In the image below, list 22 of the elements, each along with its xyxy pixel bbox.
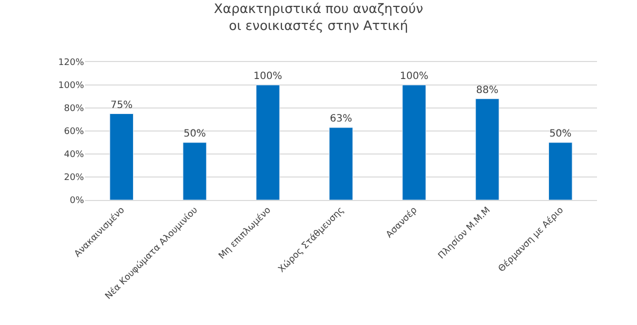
- y-tick-label: 40%: [64, 150, 84, 160]
- bar: [329, 127, 353, 200]
- data-label: 100%: [254, 71, 282, 82]
- y-tick-label: 120%: [58, 58, 84, 68]
- data-label: 50%: [184, 128, 206, 140]
- bar: [475, 98, 500, 200]
- chart-title: Χαρακτηριστικά που αναζητούν οι ενοικιαστές στην Αττική: [214, 2, 424, 34]
- y-tick-label: 80%: [64, 104, 84, 114]
- data-label: 50%: [549, 128, 572, 140]
- bar: [402, 84, 426, 200]
- y-tick-label: 60%: [64, 127, 84, 138]
- y-tick-label: 100%: [58, 81, 84, 92]
- bar: [110, 114, 134, 200]
- data-label: 63%: [330, 114, 352, 125]
- data-label: 100%: [400, 71, 428, 82]
- data-label: 88%: [476, 84, 498, 96]
- bar: [548, 142, 572, 200]
- y-tick-label: 20%: [64, 173, 84, 184]
- y-tick-label: 0%: [70, 196, 84, 206]
- bar: [256, 84, 280, 200]
- bar: [182, 142, 207, 200]
- data-label: 75%: [110, 100, 133, 111]
